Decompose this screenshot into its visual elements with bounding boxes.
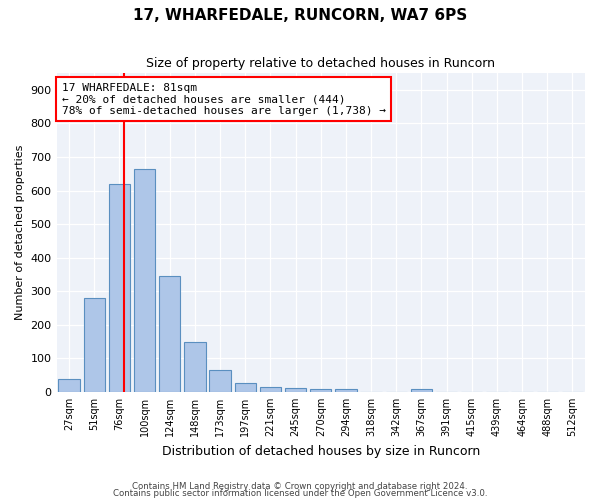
Bar <box>335 388 356 392</box>
Bar <box>109 184 130 392</box>
Text: Contains HM Land Registry data © Crown copyright and database right 2024.: Contains HM Land Registry data © Crown c… <box>132 482 468 491</box>
Bar <box>235 382 256 392</box>
Bar <box>310 388 331 392</box>
Text: Contains public sector information licensed under the Open Government Licence v3: Contains public sector information licen… <box>113 490 487 498</box>
Bar <box>58 378 80 392</box>
X-axis label: Distribution of detached houses by size in Runcorn: Distribution of detached houses by size … <box>161 444 480 458</box>
Text: 17 WHARFEDALE: 81sqm
← 20% of detached houses are smaller (444)
78% of semi-deta: 17 WHARFEDALE: 81sqm ← 20% of detached h… <box>62 82 386 116</box>
Bar <box>83 298 105 392</box>
Bar <box>260 387 281 392</box>
Bar <box>159 276 181 392</box>
Text: 17, WHARFEDALE, RUNCORN, WA7 6PS: 17, WHARFEDALE, RUNCORN, WA7 6PS <box>133 8 467 22</box>
Y-axis label: Number of detached properties: Number of detached properties <box>15 145 25 320</box>
Title: Size of property relative to detached houses in Runcorn: Size of property relative to detached ho… <box>146 58 495 70</box>
Bar <box>184 342 206 392</box>
Bar <box>209 370 231 392</box>
Bar <box>411 389 432 392</box>
Bar <box>134 168 155 392</box>
Bar <box>285 388 307 392</box>
